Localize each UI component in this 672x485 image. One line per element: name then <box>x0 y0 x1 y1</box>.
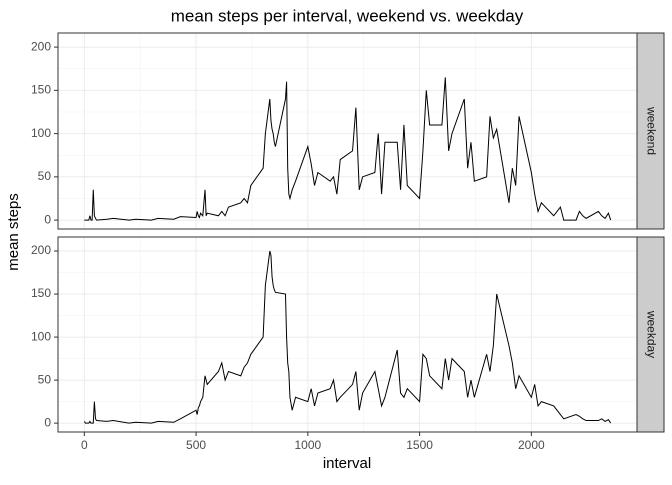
strip-label: weekday <box>644 310 658 358</box>
y-tick-label: 0 <box>44 212 51 226</box>
line <box>83 250 612 424</box>
y-axis-label: mean steps <box>5 193 22 271</box>
x-tick-label: 1500 <box>406 438 433 452</box>
y-tick-label: 100 <box>31 329 51 343</box>
y-tick-label: 50 <box>38 169 52 183</box>
y-tick-label: 200 <box>31 39 51 53</box>
x-axis-label: interval <box>323 455 371 472</box>
y-tick-label: 100 <box>31 126 51 140</box>
x-tick-label: 2000 <box>518 438 545 452</box>
chart-title: mean steps per interval, weekend vs. wee… <box>171 6 524 25</box>
y-tick-label: 50 <box>38 372 52 386</box>
y-tick-label: 200 <box>31 243 51 257</box>
x-tick-label: 500 <box>186 438 206 452</box>
y-tick-label: 150 <box>31 83 51 97</box>
x-tick-label: 0 <box>81 438 88 452</box>
panel <box>58 33 637 229</box>
x-tick-label: 1000 <box>294 438 321 452</box>
strip <box>636 236 665 433</box>
panel <box>58 237 637 432</box>
strip-label: weekend <box>644 106 658 155</box>
line <box>84 77 612 221</box>
y-tick-label: 150 <box>31 286 51 300</box>
y-tick-label: 0 <box>44 415 51 429</box>
strip <box>636 32 665 230</box>
